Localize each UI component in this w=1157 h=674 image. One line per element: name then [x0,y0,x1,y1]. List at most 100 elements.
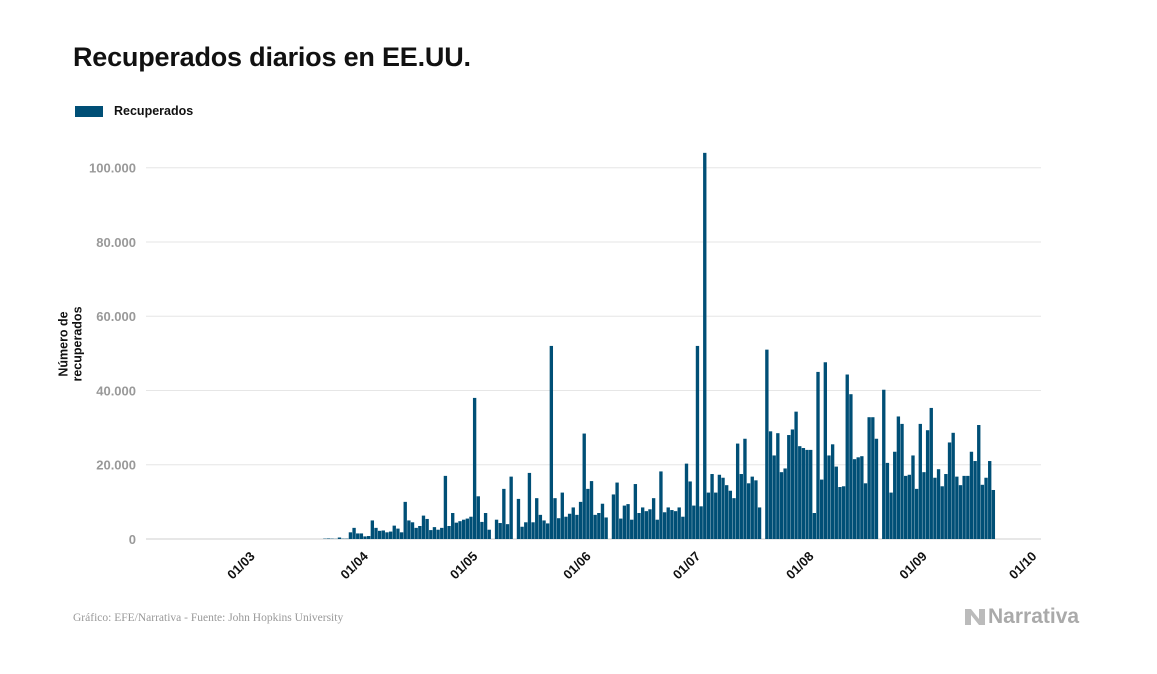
bar [451,513,455,539]
y-tick-label: 60.000 [96,309,136,324]
bar [410,522,415,539]
bar [955,476,959,539]
bar [871,417,875,539]
bar [706,492,711,539]
bar [388,531,393,539]
bar [425,518,429,539]
legend-swatch [75,105,103,117]
bar [531,522,535,539]
bar [633,484,638,539]
bar [648,509,652,539]
bar [662,512,667,539]
bar [549,345,554,539]
bar [703,152,707,539]
bar [483,513,488,539]
bar [904,475,908,539]
bar [461,519,466,539]
bar [728,490,733,539]
bar [925,430,930,539]
bar [626,504,630,539]
bar [600,503,605,539]
bar [571,507,575,539]
bar [367,536,371,539]
bar [498,523,502,539]
bar [739,474,743,539]
bar [977,425,981,539]
bar [787,435,791,539]
bar [918,423,922,539]
bar [385,532,389,539]
bar [356,533,360,539]
bar [838,487,842,539]
y-axis-ticks: 0 20.000 40.000 60.000 80.000 100.000 [89,161,136,547]
bar [714,492,718,539]
bar [374,527,378,539]
bar [640,507,645,539]
bar [458,521,462,539]
bar [940,486,944,539]
bar [443,475,448,539]
bar [827,455,831,539]
bar [699,506,703,539]
bar [622,505,627,539]
bar [980,484,985,539]
bar [973,461,977,539]
bar [615,482,619,539]
bar [597,513,601,539]
bar [352,527,356,539]
x-tick-label: 01/04 [337,548,371,582]
bar [984,477,988,539]
bar [670,510,674,539]
x-tick-label: 01/10 [1006,549,1040,583]
bar [688,481,692,539]
y-tick-label: 40.000 [96,383,136,398]
bar [849,394,853,539]
bar [480,521,484,539]
bar [768,431,773,539]
bar [684,463,689,539]
bar [830,444,835,539]
bar [392,525,396,539]
bar [900,423,904,539]
y-tick-label: 0 [129,532,136,547]
bar [414,527,418,539]
bar [593,514,597,539]
chart-title: Recuperados diarios en EE.UU. [73,42,471,72]
bar [432,527,437,539]
narrativa-logo-icon [965,609,985,625]
bar [494,519,499,539]
narrativa-logo: Narrativa [964,605,1079,629]
bar [725,485,729,539]
bar [516,498,521,539]
x-tick-label: 01/06 [560,549,594,583]
bar [947,442,952,539]
bar [801,448,806,539]
bar [823,362,827,539]
bar [893,451,897,539]
bar [779,472,784,539]
bar [914,488,919,539]
legend-label: Recuperados [114,104,194,118]
bar [644,511,648,539]
bar [556,518,561,539]
bar [326,538,331,539]
bar [776,433,780,539]
bar [440,527,444,539]
bar [447,526,451,539]
bar [907,474,912,539]
bar [509,476,513,539]
bar [772,455,776,539]
bar [695,345,700,539]
bar [735,443,740,539]
bar [681,516,685,539]
bar [651,498,656,539]
x-tick-label: 01/09 [896,549,930,583]
x-tick-label: 01/05 [447,549,481,583]
bar [863,483,868,539]
bar [578,501,583,539]
bar [619,518,623,539]
bar [630,519,634,539]
bar [407,520,411,539]
bar [524,522,528,539]
